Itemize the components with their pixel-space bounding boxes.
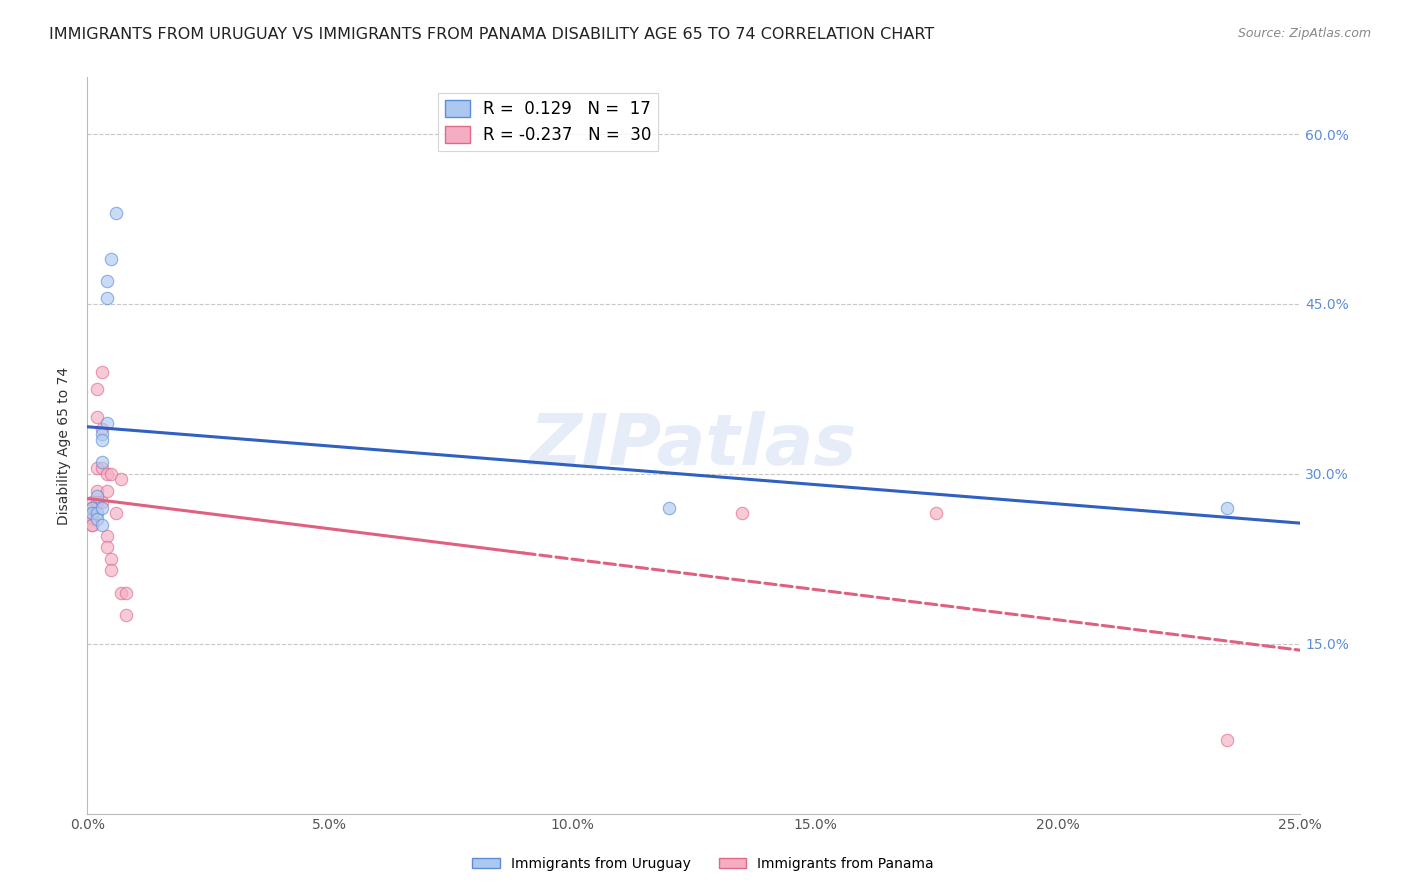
Point [86,461,108,475]
Text: Source: ZipAtlas.com: Source: ZipAtlas.com [1237,27,1371,40]
Point [90,495,112,509]
Point [80,507,103,521]
Point [105,206,128,220]
Point [100,551,122,566]
Point [80,512,103,526]
Point [731,507,754,521]
Point [80,500,103,515]
Point [1216,733,1239,747]
Point [90,433,112,447]
Point [90,455,112,469]
Point [90,500,112,515]
Point [115,608,138,623]
Point [96,541,118,555]
Text: ZIPatlas: ZIPatlas [530,411,858,480]
Point [86,490,108,504]
Point [86,410,108,425]
Point [110,473,132,487]
Point [658,500,681,515]
Point [80,517,103,532]
Point [80,507,103,521]
Point [105,507,128,521]
Point [90,517,112,532]
Legend: R =  0.129   N =  17, R = -0.237   N =  30: R = 0.129 N = 17, R = -0.237 N = 30 [439,93,658,151]
Text: IMMIGRANTS FROM URUGUAY VS IMMIGRANTS FROM PANAMA DISABILITY AGE 65 TO 74 CORREL: IMMIGRANTS FROM URUGUAY VS IMMIGRANTS FR… [49,27,935,42]
Point [96,483,118,498]
Point [100,563,122,577]
Point [100,467,122,481]
Point [86,483,108,498]
Point [96,291,118,305]
Point [1216,500,1239,515]
Point [86,382,108,396]
Point [86,512,108,526]
Legend: Immigrants from Uruguay, Immigrants from Panama: Immigrants from Uruguay, Immigrants from… [467,851,939,876]
Y-axis label: Disability Age 65 to 74: Disability Age 65 to 74 [58,367,72,524]
Point [115,585,138,599]
Point [100,252,122,266]
Point [86,507,108,521]
Point [96,416,118,430]
Point [80,500,103,515]
Point [90,427,112,442]
Point [96,467,118,481]
Point [80,495,103,509]
Point [90,365,112,379]
Point [925,507,948,521]
Point [86,495,108,509]
Point [90,461,112,475]
Point [96,529,118,543]
Point [110,585,132,599]
Point [96,274,118,288]
Point [90,421,112,435]
Point [80,517,103,532]
